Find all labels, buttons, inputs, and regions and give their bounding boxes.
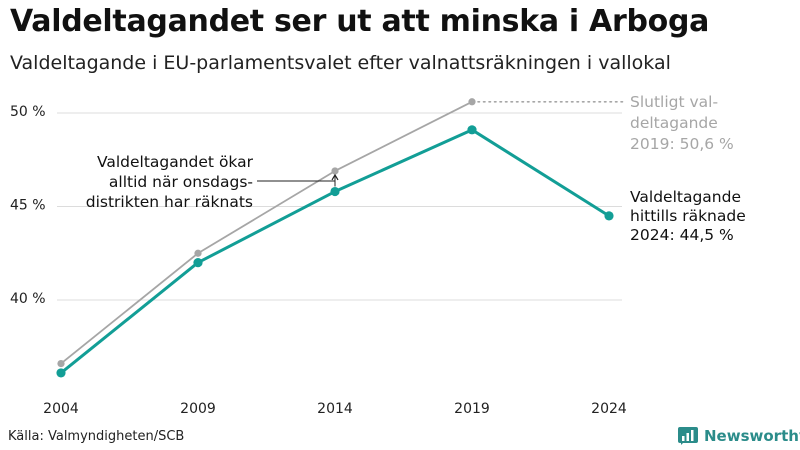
gap-arrow-head bbox=[331, 173, 339, 181]
newsworthy-logo: Newsworthy bbox=[678, 427, 800, 445]
point-election-night-2014 bbox=[330, 186, 340, 197]
point-election-night-2004 bbox=[56, 368, 66, 378]
point-final-2014 bbox=[331, 167, 339, 175]
y-tick-label-40: 40 % bbox=[10, 291, 46, 307]
x-tick-label-2019: 2019 bbox=[454, 401, 490, 417]
brand-name: Newsworthy bbox=[704, 427, 800, 445]
point-final-2009 bbox=[194, 249, 202, 257]
x-tick-label-2004: 2004 bbox=[43, 401, 79, 417]
y-tick-label-45: 45 % bbox=[10, 198, 46, 214]
point-final-2004 bbox=[57, 359, 65, 368]
x-tick-label-2024: 2024 bbox=[591, 401, 627, 417]
x-tick-label-2014: 2014 bbox=[317, 401, 353, 417]
final-turnout-label: Slutligt val-deltagande 2019: 50,6 % bbox=[630, 93, 734, 153]
point-election-night-2009 bbox=[193, 258, 203, 268]
source-note: Källa: Valmyndigheten/SCB bbox=[8, 429, 185, 444]
current-turnout-label: Valdeltagande hittills räknade 2024: 44,5 … bbox=[630, 188, 746, 244]
chart-title: Valdeltagandet ser ut att minska i Arbog… bbox=[10, 4, 710, 39]
x-tick-label-2009: 2009 bbox=[180, 401, 216, 417]
point-final-2019 bbox=[468, 98, 476, 106]
series-line-final bbox=[60, 100, 473, 365]
chart-subtitle: Valdeltagande i EU-parlamentsvalet efter… bbox=[10, 52, 671, 74]
point-election-night-2019 bbox=[467, 125, 477, 135]
newsworthy-logo-icon bbox=[678, 427, 698, 445]
y-tick-label-50: 50 % bbox=[10, 104, 46, 120]
gap-annotation-label: Valdeltagandet ökar alltid när onsdags-di… bbox=[86, 153, 254, 211]
point-election-night-2024 bbox=[604, 211, 614, 221]
